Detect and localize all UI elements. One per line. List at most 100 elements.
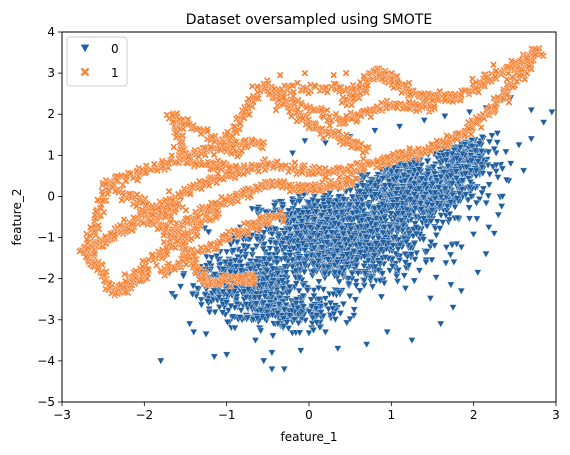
series-0-point — [374, 178, 383, 186]
series-0-point — [332, 209, 340, 217]
series-0-point — [241, 253, 250, 261]
series-0-point — [435, 225, 444, 233]
series-0-point — [230, 288, 239, 296]
series-0-point — [361, 270, 370, 278]
series-0-point — [325, 225, 333, 233]
series-0-point — [392, 190, 400, 198]
series-0-point — [232, 263, 240, 271]
series-0-point — [356, 249, 365, 257]
series-0-point — [295, 255, 304, 263]
series-0-point — [422, 259, 430, 267]
series-0-point — [385, 223, 394, 231]
series-0-point — [380, 224, 389, 232]
series-0-point — [215, 294, 224, 302]
series-0-point — [488, 132, 496, 140]
series-0-point — [265, 251, 273, 259]
series-0-point — [284, 207, 293, 215]
series-0-point — [466, 167, 475, 175]
series-0-point — [419, 215, 428, 223]
series-0-point — [271, 239, 280, 247]
series-0-point — [401, 251, 410, 259]
series-0-point — [219, 288, 227, 296]
series-0-point — [242, 294, 251, 302]
series-0-point — [404, 262, 413, 270]
series-0-point — [260, 293, 269, 301]
series-0-point — [239, 242, 248, 250]
series-0-point — [446, 281, 455, 289]
series-0-point — [408, 337, 416, 345]
series-0-point — [421, 181, 429, 189]
series-0-point — [498, 165, 507, 173]
series-0-point — [259, 357, 268, 365]
series-0-point — [323, 239, 331, 247]
series-0-point — [302, 253, 311, 261]
series-0-point — [268, 349, 276, 357]
series-0-point — [356, 241, 364, 249]
series-0-point — [236, 259, 245, 267]
series-0-point — [356, 188, 364, 196]
series-0-point — [333, 247, 342, 255]
series-0-point — [318, 244, 326, 252]
series-0-point — [437, 173, 445, 181]
series-0-point — [410, 277, 419, 285]
series-0-point — [286, 226, 294, 234]
series-0-point — [335, 193, 343, 201]
series-0-point — [393, 186, 402, 194]
series-0-point — [253, 235, 261, 243]
series-0-point — [367, 246, 376, 254]
series-0-point — [336, 202, 344, 210]
series-0-point — [452, 240, 461, 249]
series-0-point — [380, 280, 389, 288]
series-0-point — [527, 107, 536, 115]
series-0-point — [333, 345, 342, 353]
series-0-point — [400, 235, 409, 243]
series-0-point — [275, 232, 283, 240]
series-0-point — [432, 232, 441, 240]
series-0-point — [396, 242, 404, 250]
series-0-point — [438, 219, 447, 227]
series-0-point — [314, 252, 323, 260]
series-0-point — [324, 199, 333, 207]
series-0-point — [393, 202, 402, 210]
series-0-point — [300, 247, 309, 255]
series-0-point — [353, 183, 362, 191]
series-0-point — [188, 291, 197, 299]
series-0-point — [349, 248, 358, 256]
series-0-point — [477, 148, 486, 156]
series-0-point — [478, 134, 487, 142]
series-0-point — [428, 207, 436, 215]
series-0-point — [299, 281, 308, 290]
series-1-point — [165, 187, 173, 195]
series-0-point — [345, 215, 354, 223]
series-0-point — [323, 234, 332, 242]
series-0-point — [246, 265, 255, 273]
series-0-point — [416, 200, 425, 208]
series-0-point — [306, 235, 315, 243]
series-0-point — [464, 175, 473, 183]
series-0-point — [484, 192, 493, 200]
series-0-point — [320, 225, 329, 233]
series-0-point — [377, 246, 385, 254]
series-0-point — [373, 227, 382, 235]
series-0-point — [478, 189, 486, 197]
series-0-point — [315, 278, 323, 286]
series-0-point — [211, 271, 219, 279]
series-0-point — [252, 243, 261, 251]
series-0-point — [330, 220, 339, 228]
series-0-point — [256, 327, 265, 335]
series-0-point — [400, 194, 408, 202]
series-0-point — [207, 254, 216, 262]
series-0-point — [383, 329, 392, 337]
series-0-point — [300, 137, 309, 145]
series-0-point — [171, 293, 179, 301]
series-0-point — [319, 286, 328, 294]
series-0-point — [237, 267, 245, 275]
series-0-point — [446, 251, 455, 259]
series-0-point — [329, 291, 338, 299]
series-0-point — [279, 285, 287, 293]
series-0-point — [337, 264, 346, 272]
series-0-point — [330, 269, 339, 277]
series-0-point — [364, 216, 373, 224]
series-0-point — [222, 248, 231, 256]
series-0-point — [229, 247, 238, 255]
